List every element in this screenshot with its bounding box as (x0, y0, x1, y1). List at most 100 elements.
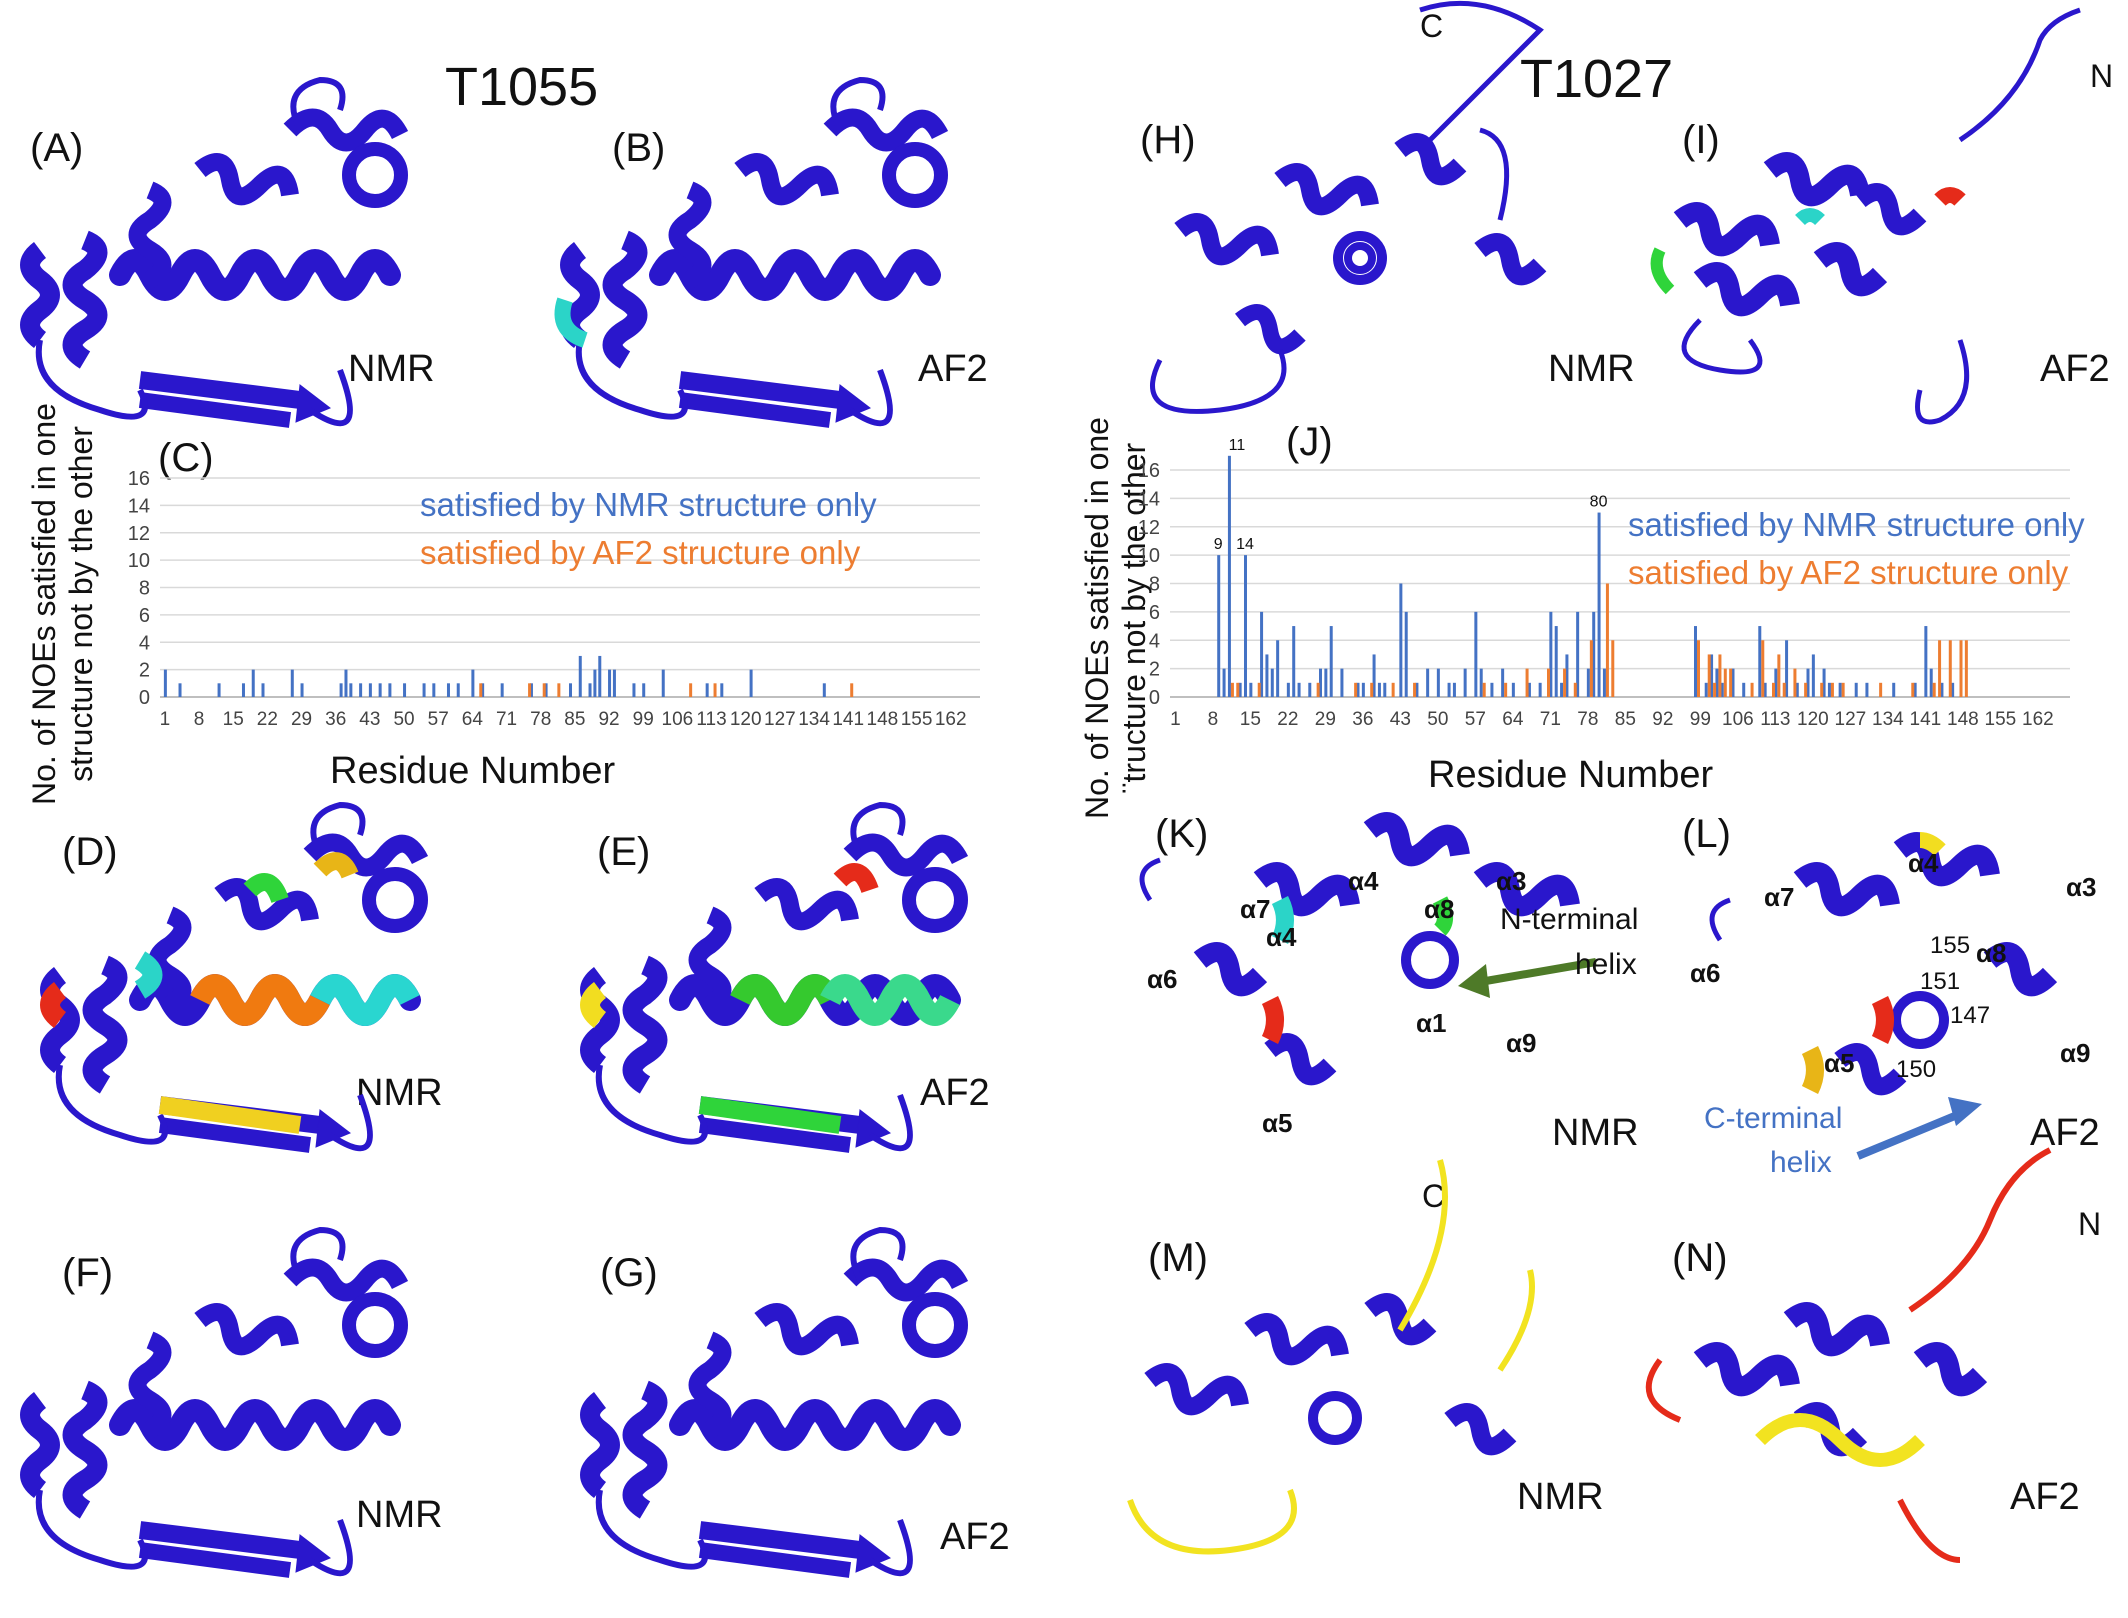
x-tick-label: 15 (223, 709, 244, 730)
y-tick-label: 4 (139, 632, 150, 654)
bar-nmr (661, 669, 665, 697)
tag-nmr-m: NMR (1517, 1476, 1604, 1518)
bar-nmr (432, 683, 436, 697)
bar-af2 (1820, 682, 1824, 697)
bar-af2 (542, 683, 546, 697)
bar-af2 (1804, 682, 1808, 697)
bar-nmr (1742, 682, 1746, 697)
bar-nmr (1576, 611, 1580, 697)
x-tick-label: 36 (325, 709, 346, 730)
bar-nmr (344, 669, 348, 697)
x-tick-label: 50 (1427, 709, 1448, 730)
panel-label-e: (E) (597, 830, 651, 874)
bar-nmr (544, 683, 548, 697)
bar-af2 (1830, 682, 1834, 697)
bar-nmr (1238, 682, 1242, 697)
x-tick-label: 134 (798, 709, 830, 730)
bar-af2 (1932, 682, 1936, 697)
bar-nmr (1731, 668, 1735, 697)
bar-nmr (1308, 682, 1312, 697)
l-residue-150: 150 (1896, 1056, 1937, 1083)
k-alpha-1: α1 (1416, 1008, 1447, 1038)
bar-nmr (598, 655, 602, 697)
x-tick-label: 85 (1615, 709, 1636, 730)
bar-nmr (1217, 555, 1221, 697)
bar-af2 (1707, 654, 1711, 697)
chart-c-ylabel-line2: structure not by the other (62, 426, 99, 782)
bar-nmr (1565, 654, 1569, 697)
x-tick-label: 148 (1947, 709, 1979, 730)
bar-nmr (1227, 455, 1231, 697)
bar-nmr (1340, 668, 1344, 697)
tag-nmr-k: NMR (1552, 1112, 1639, 1154)
bar-nmr (720, 683, 724, 697)
chart-j-ylabel-line1: No. of NOEs satisfied in one (1079, 417, 1115, 819)
bar-nmr (529, 683, 533, 697)
bar-af2 (1391, 682, 1395, 697)
bar-af2 (1938, 640, 1942, 697)
bar-nmr (1415, 682, 1419, 697)
k-arrow-text-1: N-terminal (1500, 903, 1639, 936)
x-tick-label: 106 (1722, 709, 1754, 730)
n-terminal-arrow (1458, 958, 1597, 998)
bar-nmr (1694, 626, 1697, 697)
terminus-n-n: N (2078, 1206, 2102, 1242)
bar-nmr (241, 683, 245, 697)
x-tick-label: 64 (1502, 709, 1524, 730)
bar-af2 (1782, 682, 1786, 697)
bar-nmr (251, 669, 255, 697)
bar-nmr (1854, 682, 1858, 697)
bar-nmr (339, 683, 343, 697)
bar-af2 (1911, 682, 1915, 697)
y-tick-label: 16 (1138, 460, 1160, 482)
bar-nmr (422, 683, 426, 697)
bar-nmr (368, 683, 372, 697)
panel-label-l: (L) (1682, 812, 1731, 856)
bar-af2 (1750, 682, 1754, 697)
panel-label-f: (F) (62, 1251, 114, 1295)
structure-g (590, 1230, 961, 1573)
x-tick-label: 57 (1465, 709, 1486, 730)
bar-nmr (1286, 682, 1290, 697)
k-alpha-4a: α4 (1348, 866, 1379, 896)
bar-nmr (1377, 682, 1381, 697)
l-alpha-6: α6 (1690, 958, 1721, 988)
bar-nmr (1951, 682, 1955, 697)
k-alpha-5: α5 (1262, 1108, 1293, 1138)
y-tick-label: 10 (1138, 545, 1160, 567)
k-alpha-8: α8 (1424, 894, 1455, 924)
bar-nmr (1452, 682, 1456, 697)
panel-label-b: (B) (612, 126, 666, 170)
bar-af2 (1713, 682, 1717, 697)
y-tick-label: 2 (1149, 659, 1160, 681)
x-tick-label: 64 (462, 709, 484, 730)
bar-nmr (1447, 682, 1451, 697)
bar-nmr (1795, 682, 1799, 697)
panel-label-g: (G) (600, 1251, 658, 1295)
panel-label-a: (A) (30, 126, 84, 170)
tag-af2-i: AF2 (2040, 348, 2110, 390)
bar-nmr (1924, 626, 1928, 697)
bar-nmr (642, 683, 646, 697)
x-tick-label: 141 (832, 709, 864, 730)
y-tick-label: 0 (1149, 687, 1160, 709)
bar-af2 (1729, 668, 1733, 697)
bar-nmr (1586, 668, 1590, 697)
bar-nmr (1426, 668, 1430, 697)
panel-label-c: (C) (158, 436, 214, 480)
chart-c-legend-nmr: satisfied by NMR structure only (420, 486, 877, 523)
bar-nmr (1356, 682, 1360, 697)
bar-af2 (1793, 668, 1797, 697)
bar-nmr (1222, 668, 1226, 697)
terminus-c-h: C (1420, 8, 1444, 44)
bar-nmr (1260, 611, 1264, 697)
bar-nmr (1865, 682, 1869, 697)
bar-nmr (163, 669, 167, 697)
bar-nmr (1372, 654, 1376, 697)
bar-nmr (359, 683, 363, 697)
bar-nmr (749, 669, 753, 697)
bar-nmr (1527, 682, 1531, 697)
bar-af2 (1525, 668, 1529, 697)
bar-af2 (713, 683, 717, 697)
bar-af2 (1563, 668, 1567, 697)
